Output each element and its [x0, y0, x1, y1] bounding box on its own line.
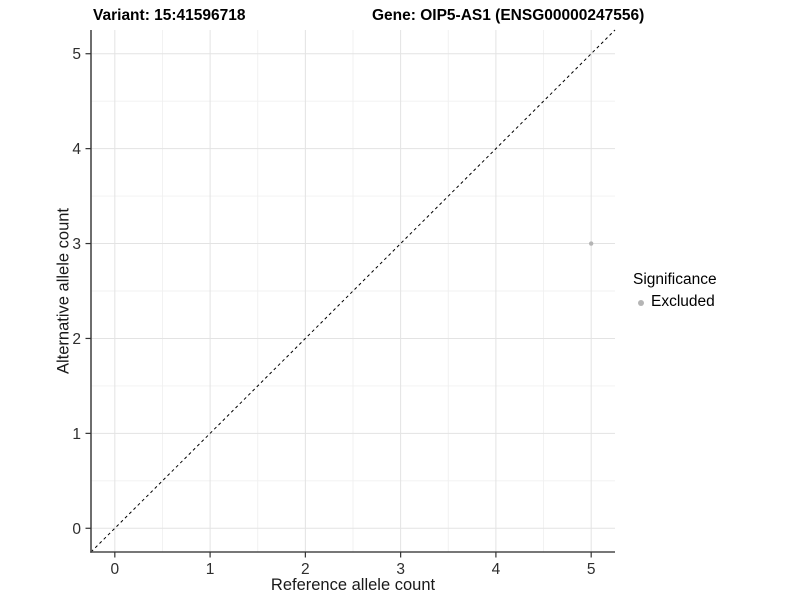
x-tick-label: 0 — [111, 561, 120, 578]
y-tick-label: 1 — [72, 426, 81, 443]
y-tick-label: 3 — [72, 236, 81, 253]
x-tick-label: 1 — [206, 561, 215, 578]
y-tick-label: 0 — [72, 521, 81, 538]
x-axis-title: Reference allele count — [270, 576, 436, 594]
x-tick-label: 3 — [396, 561, 405, 578]
y-tick-label: 4 — [72, 141, 81, 158]
variant-title: Variant: 15:41596718 — [93, 7, 246, 24]
x-tick-label: 2 — [301, 561, 310, 578]
excluded-point-swatch — [638, 299, 644, 306]
x-tick-label: 5 — [587, 561, 596, 578]
legend-item-label: Excluded — [651, 293, 715, 310]
gene-title: Gene: OIP5-AS1 (ENSG00000247556) — [372, 7, 645, 24]
y-tick-label: 2 — [72, 331, 81, 348]
data-point — [588, 241, 594, 246]
y-axis-title: Alternative allele count — [54, 207, 73, 375]
x-tick-label: 4 — [492, 561, 501, 578]
legend-title: Significance — [633, 271, 717, 288]
legend: Significance Excluded — [633, 271, 717, 311]
y-tick-label: 5 — [72, 46, 81, 63]
legend-item-excluded: Excluded — [633, 293, 717, 311]
